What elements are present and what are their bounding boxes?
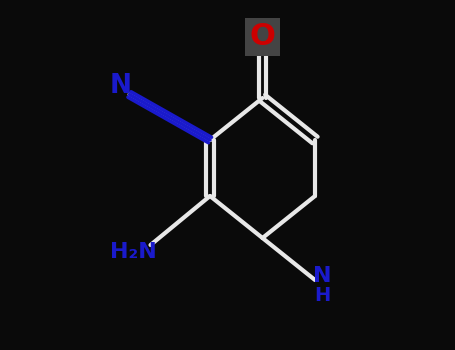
Text: N: N [110,73,132,99]
Text: N: N [313,266,331,287]
Text: O: O [249,22,275,51]
Text: H₂N: H₂N [110,242,157,262]
Text: H: H [314,286,330,305]
